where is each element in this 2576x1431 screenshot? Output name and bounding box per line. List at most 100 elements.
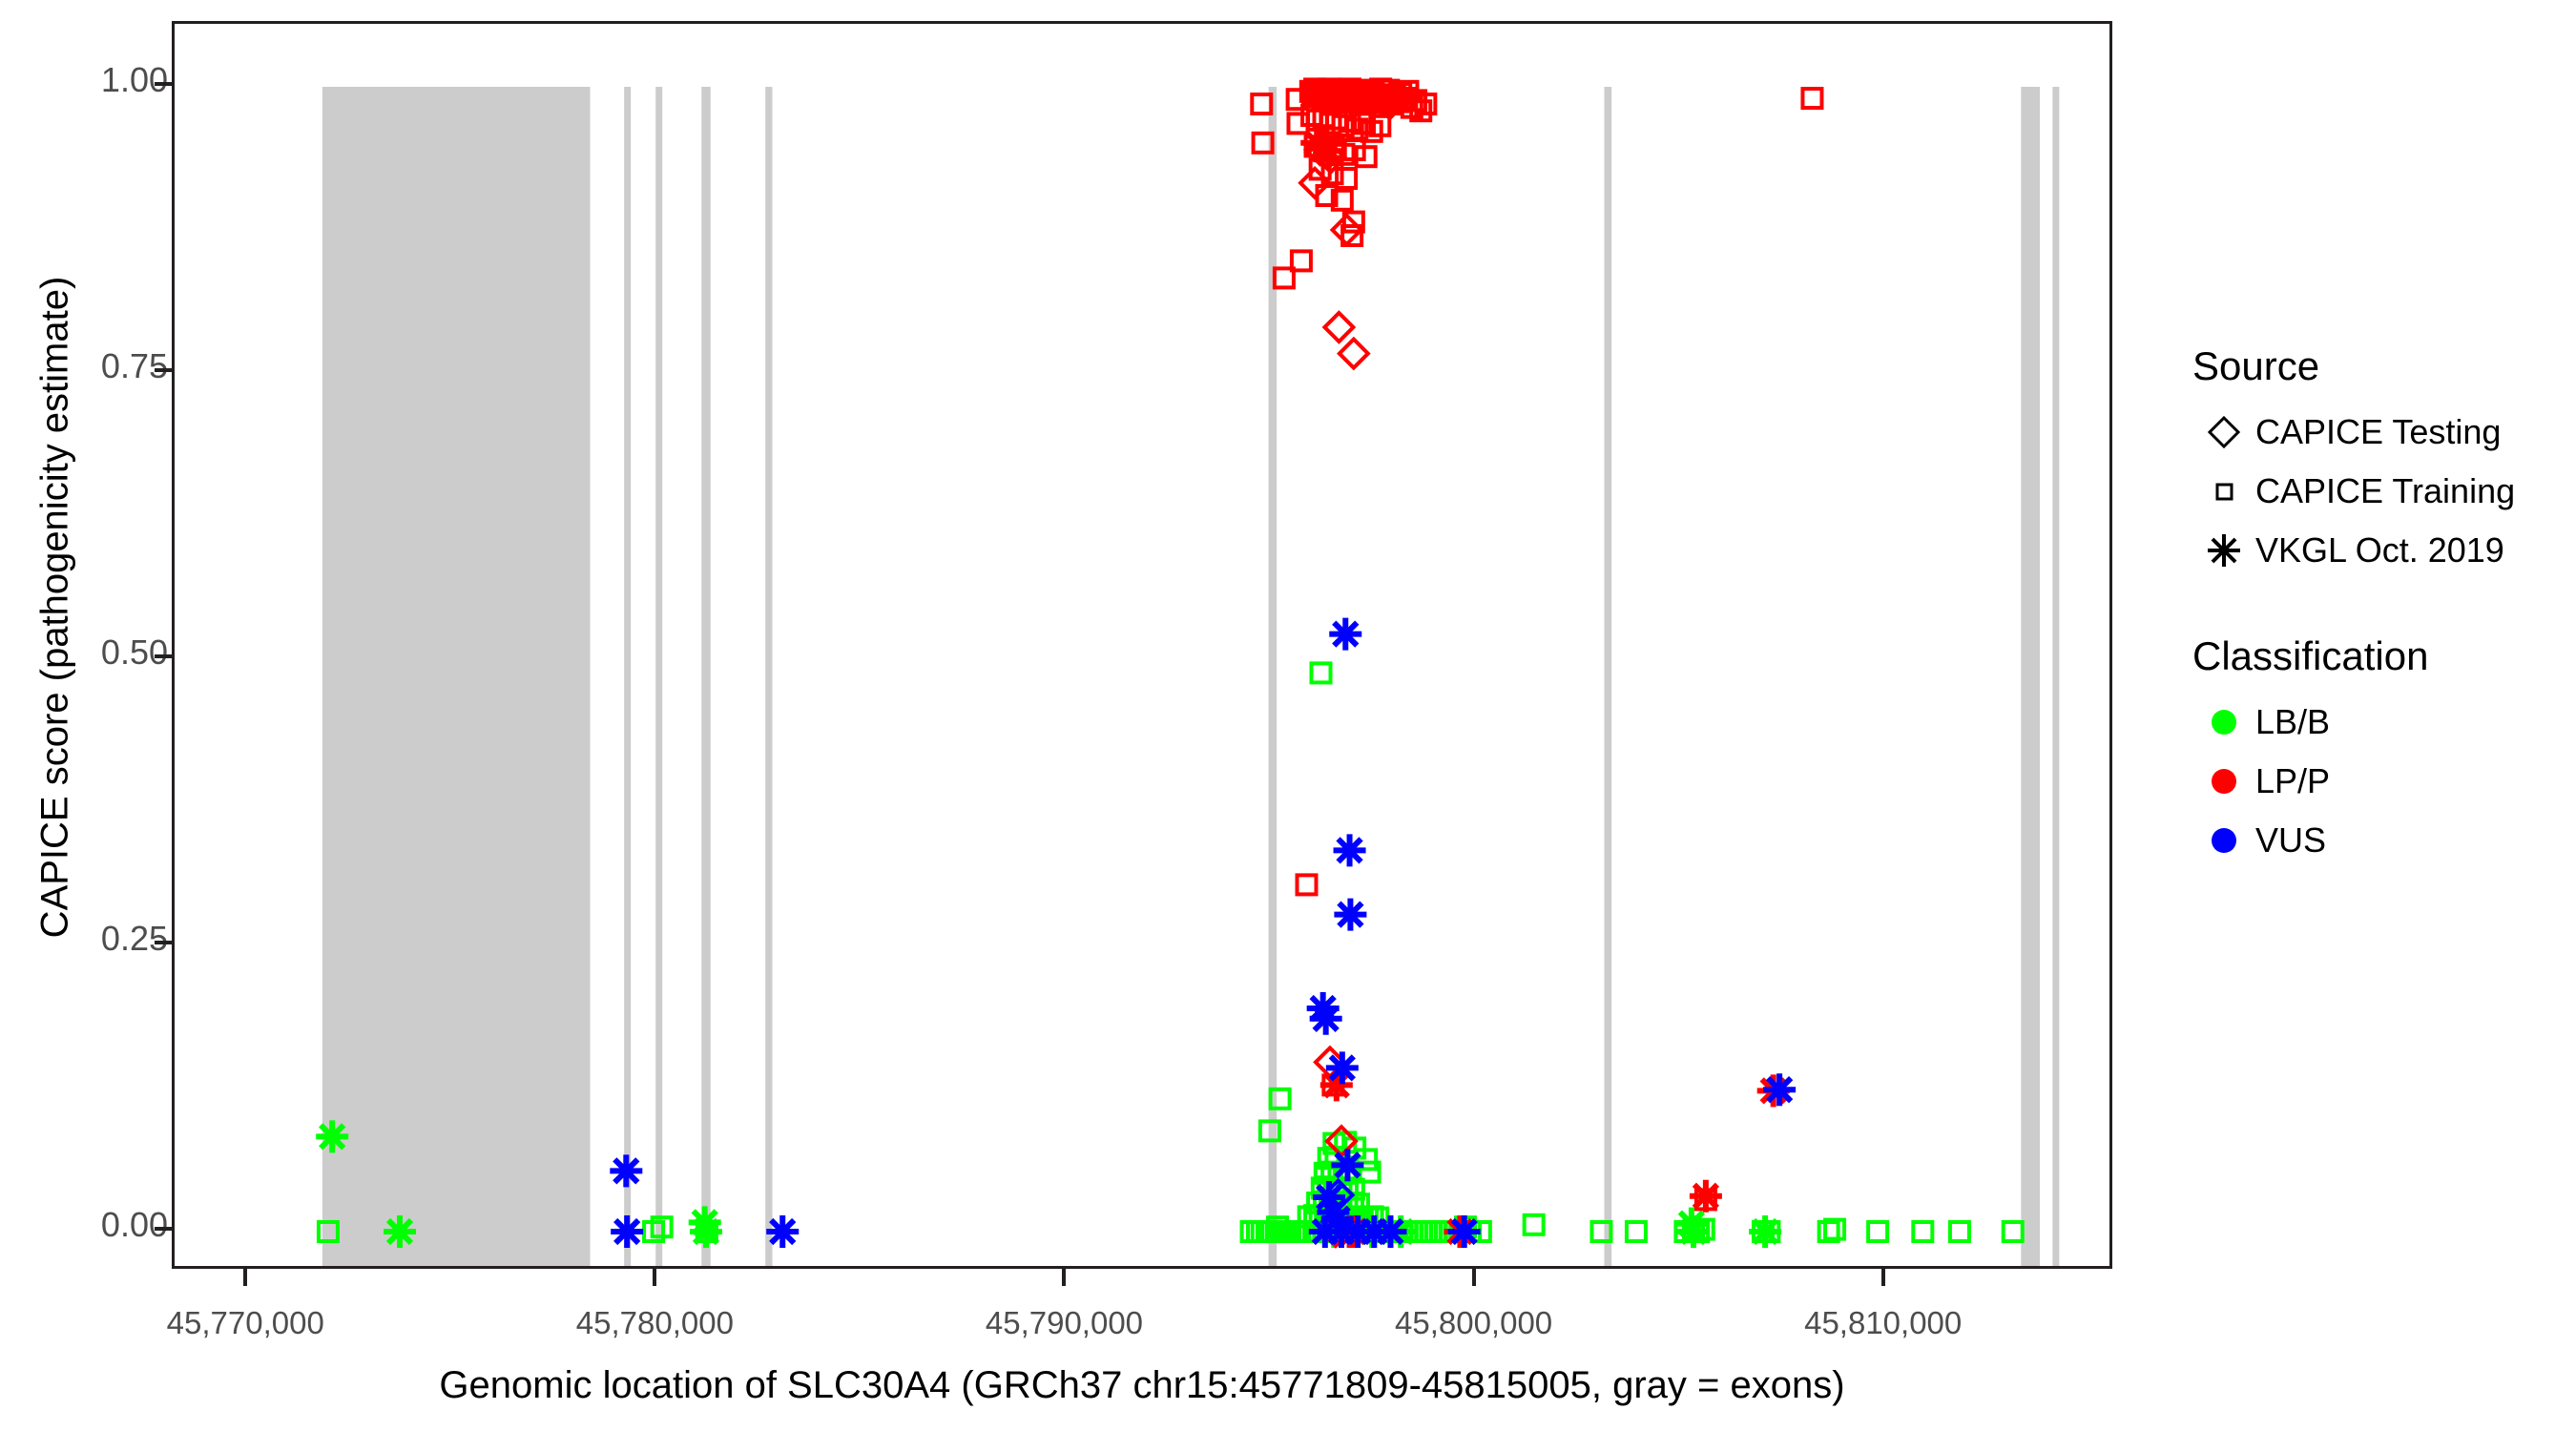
point-square (1330, 188, 1354, 212)
point-asterisk (1679, 1217, 1708, 1246)
dot-marker-icon (2212, 710, 2236, 735)
point-diamond (1321, 310, 1357, 344)
point-square (1340, 224, 1364, 247)
legend-group-classification: Classification LB/B LP/P VUS (2192, 633, 2574, 870)
legend-title-source: Source (2192, 343, 2320, 388)
x-tick-mark (653, 1269, 657, 1286)
point-diamond (1298, 165, 1332, 200)
point-asterisk (692, 1217, 720, 1246)
x-tick-label: 45,790,000 (985, 1305, 1144, 1340)
legend-title-classification: Classification (2192, 633, 2429, 678)
point-asterisk (1751, 1217, 1779, 1246)
x-tick-label: 45,770,000 (166, 1305, 324, 1340)
x-tick-mark (1062, 1269, 1067, 1286)
legend-group-source: Source CAPICE Testing CAPICE Training VKGL… (2192, 343, 2574, 580)
legend-item-classification-LP-P[interactable]: LP/P (2192, 752, 2574, 811)
legend-key (2192, 819, 2255, 862)
exon-band (765, 87, 773, 1266)
point-square (1823, 1217, 1847, 1241)
y-tick-mark (155, 368, 172, 372)
point-square (1341, 210, 1365, 234)
exon-band (701, 87, 711, 1266)
exon-band (1268, 87, 1278, 1266)
point-square (1257, 1119, 1281, 1143)
x-tick-mark (1471, 1269, 1476, 1286)
point-asterisk (1312, 1005, 1340, 1032)
x-tick-label: 45,810,000 (1804, 1305, 1963, 1340)
legend-item-label: LB/B (2255, 702, 2331, 741)
square-marker-icon (2215, 483, 2233, 501)
y-tick-label: 0.00 (100, 1205, 168, 1244)
point-asterisk (1328, 1054, 1356, 1082)
plot-panel (172, 21, 2112, 1269)
legend-item-label: LP/P (2255, 761, 2331, 800)
point-diamond (1320, 1177, 1356, 1213)
legend-item-classification-VUS[interactable]: VUS (2192, 811, 2574, 870)
exon-band (655, 87, 663, 1266)
point-asterisk (1765, 1076, 1794, 1104)
series-VUS-asterisk (610, 617, 1797, 1248)
x-tick-label: 45,800,000 (1394, 1305, 1553, 1340)
legend-item-classification-LB-B[interactable]: LB/B (2192, 693, 2574, 752)
point-square (1251, 131, 1275, 155)
y-tick-mark (155, 654, 172, 658)
point-asterisk (1336, 837, 1363, 864)
point-square (1354, 145, 1378, 169)
exon-band (624, 87, 632, 1266)
point-square (1284, 1220, 1308, 1243)
point-square (2001, 1220, 2025, 1243)
point-square (1250, 93, 1274, 115)
y-tick-label: 0.50 (100, 633, 168, 672)
point-square (1272, 266, 1296, 290)
point-square (1817, 1220, 1840, 1243)
legend-item-label: CAPICE Training (2255, 471, 2516, 510)
point-square (1368, 114, 1392, 137)
y-tick-mark (155, 82, 172, 86)
y-axis-title: CAPICE score (pathogenicity estimate) (33, 276, 76, 939)
x-tick-mark (1880, 1269, 1885, 1286)
legend-item-label: CAPICE Testing (2255, 412, 2502, 451)
point-square (1346, 1192, 1370, 1216)
x-tick-label: 45,780,000 (575, 1305, 734, 1340)
point-asterisk (1332, 620, 1360, 648)
series-VUS-diamond (1320, 1177, 1356, 1213)
point-diamond (1310, 81, 1344, 115)
point-square (1295, 873, 1319, 897)
point-square (1624, 1220, 1648, 1243)
point-square (1800, 87, 1824, 110)
legend-key (2192, 410, 2255, 454)
point-asterisk (1334, 1151, 1361, 1179)
point-asterisk (1377, 1217, 1404, 1246)
legend-item-source-asterisk[interactable]: VKGL Oct. 2019 (2192, 521, 2574, 580)
legend-item-source-square[interactable]: CAPICE Training (2192, 462, 2574, 521)
exon-band (322, 87, 591, 1266)
y-tick-mark (155, 1227, 172, 1231)
point-square (1911, 1220, 1935, 1243)
legend-item-source-diamond[interactable]: CAPICE Testing (2192, 403, 2574, 462)
point-diamond (1372, 87, 1407, 121)
point-square (1522, 1213, 1546, 1236)
point-square (1239, 1220, 1263, 1243)
legend-key (2192, 700, 2255, 744)
x-tick-mark (243, 1269, 248, 1286)
point-asterisk (769, 1217, 797, 1246)
legend-key (2192, 469, 2255, 513)
legend-key (2192, 529, 2255, 572)
point-asterisk (1315, 137, 1343, 165)
point-square (1414, 93, 1438, 115)
chart-legend: Source CAPICE Testing CAPICE Training VKGL… (2192, 343, 2574, 923)
x-axis-title: Genomic location of SLC30A4 (GRCh37 chr1… (439, 1364, 1845, 1406)
y-tick-mark (155, 941, 172, 944)
asterisk-marker-icon (2208, 534, 2240, 567)
point-square (1335, 167, 1359, 190)
y-tick-label: 0.25 (100, 919, 168, 958)
point-asterisk (1315, 1183, 1343, 1212)
point-asterisk (1692, 1182, 1720, 1210)
point-square (1331, 114, 1355, 137)
point-asterisk (1303, 129, 1331, 156)
dot-marker-icon (2212, 769, 2236, 794)
point-asterisk (613, 1157, 640, 1185)
point-asterisk (385, 1217, 414, 1246)
point-square (1866, 1220, 1890, 1243)
